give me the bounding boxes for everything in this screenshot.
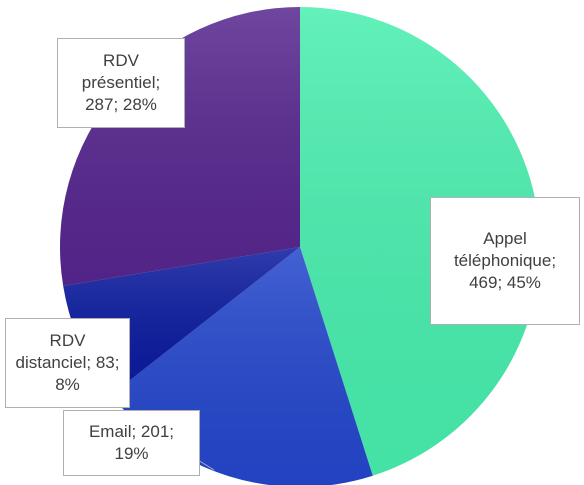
data-label: Appel téléphonique; 469; 45%	[430, 197, 580, 325]
data-label: RDV présentiel; 287; 28%	[57, 38, 185, 128]
data-label: Email; 201; 19%	[63, 410, 200, 476]
data-label: RDV distanciel; 83; 8%	[5, 318, 130, 408]
slice-shade	[59, 7, 300, 286]
slice-shade	[300, 7, 541, 476]
leader-line	[197, 459, 215, 471]
